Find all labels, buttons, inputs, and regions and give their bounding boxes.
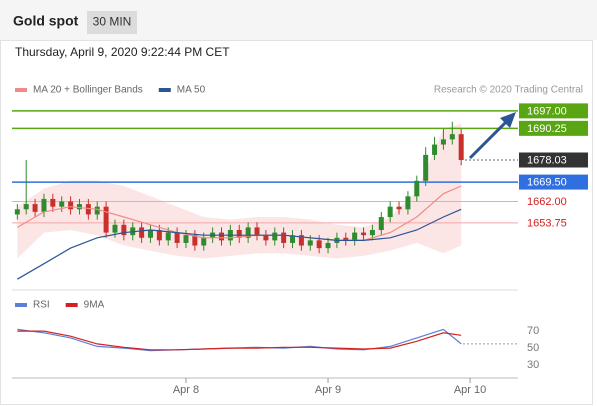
level-label: 1653.75 <box>527 217 567 229</box>
level-label: 1662.00 <box>527 196 567 208</box>
candle-body <box>156 229 162 241</box>
candle-body <box>121 224 127 236</box>
candle-body <box>85 204 91 215</box>
legend-label: RSI <box>33 300 50 311</box>
level-label: 1678.03 <box>527 154 567 166</box>
candle-body <box>103 206 109 233</box>
candle-body <box>396 206 402 210</box>
candle-body <box>183 235 189 243</box>
candle-body <box>387 206 393 218</box>
candle-body <box>14 209 20 215</box>
candle-body <box>165 232 171 241</box>
credit: Research © 2020 Trading Central <box>434 85 583 96</box>
legend-swatch <box>158 88 171 92</box>
candle-body <box>219 232 225 241</box>
level-box <box>519 103 588 119</box>
candle-body <box>50 198 56 207</box>
level-box <box>519 174 588 190</box>
candle-body <box>307 240 313 246</box>
x-tick-label: Apr 9 <box>315 384 341 396</box>
legend-swatch <box>15 303 27 307</box>
level-label: 1697.00 <box>527 105 567 117</box>
legend-swatch <box>15 88 27 92</box>
legend-label: 9MA <box>84 300 105 311</box>
candle-body <box>298 235 304 246</box>
candle-body <box>59 201 65 207</box>
candle-body <box>76 204 82 210</box>
bollinger-band <box>17 123 462 259</box>
candle-body <box>263 235 269 241</box>
candle-body <box>316 240 322 249</box>
candle-body <box>236 229 242 238</box>
level-label: 1669.50 <box>527 176 567 188</box>
candle-body <box>361 232 367 236</box>
candle-body <box>272 232 278 241</box>
candle-body <box>281 232 287 243</box>
candle-body <box>245 227 251 238</box>
candle-body <box>432 144 438 155</box>
timeframe[interactable]: 30 MIN <box>93 15 132 29</box>
candle-body <box>325 242 331 249</box>
candle-body <box>290 235 296 243</box>
legend-swatch <box>65 303 78 307</box>
candle-body <box>254 227 260 236</box>
timeframe-badge[interactable] <box>87 11 137 34</box>
candle-body <box>458 134 464 160</box>
candle-body <box>94 206 100 215</box>
x-tick-label: Apr 8 <box>173 384 199 396</box>
candle-body <box>378 217 384 230</box>
x-tick-label: Apr 10 <box>454 384 486 396</box>
candle-body <box>423 154 429 181</box>
candle-body <box>352 232 358 241</box>
candle-body <box>343 237 349 241</box>
title: Gold spot <box>13 13 79 29</box>
arrow <box>468 116 512 160</box>
level-box <box>519 152 588 168</box>
level-box <box>519 120 588 136</box>
candle-body <box>147 229 153 238</box>
candle-body <box>369 229 375 236</box>
ma-line <box>16 185 462 241</box>
candle-body <box>174 232 180 243</box>
candle-body <box>449 134 455 140</box>
level-label: 1690.25 <box>527 123 567 135</box>
date: Thursday, April 9, 2020 9:22:44 PM CET <box>15 45 230 59</box>
candle-body <box>414 180 420 197</box>
candle-body <box>139 227 145 238</box>
candle-body <box>440 139 446 145</box>
indicator-line <box>17 330 462 351</box>
legend-label: MA 20 + Bollinger Bands <box>33 85 143 96</box>
candle-body <box>405 196 411 210</box>
candle-body <box>68 201 74 210</box>
y-tick-label: 70 <box>527 325 539 337</box>
candle-body <box>192 235 198 246</box>
y-tick-label: 50 <box>527 342 539 354</box>
candle-body <box>32 204 38 212</box>
ma-line <box>16 208 462 280</box>
y-tick-label: 30 <box>527 359 539 371</box>
legend-label: MA 50 <box>177 85 206 96</box>
candle-body <box>112 224 118 233</box>
candle-body <box>201 237 207 246</box>
arrow-head <box>500 112 516 128</box>
candle-body <box>23 204 29 210</box>
candle-body <box>41 198 47 212</box>
